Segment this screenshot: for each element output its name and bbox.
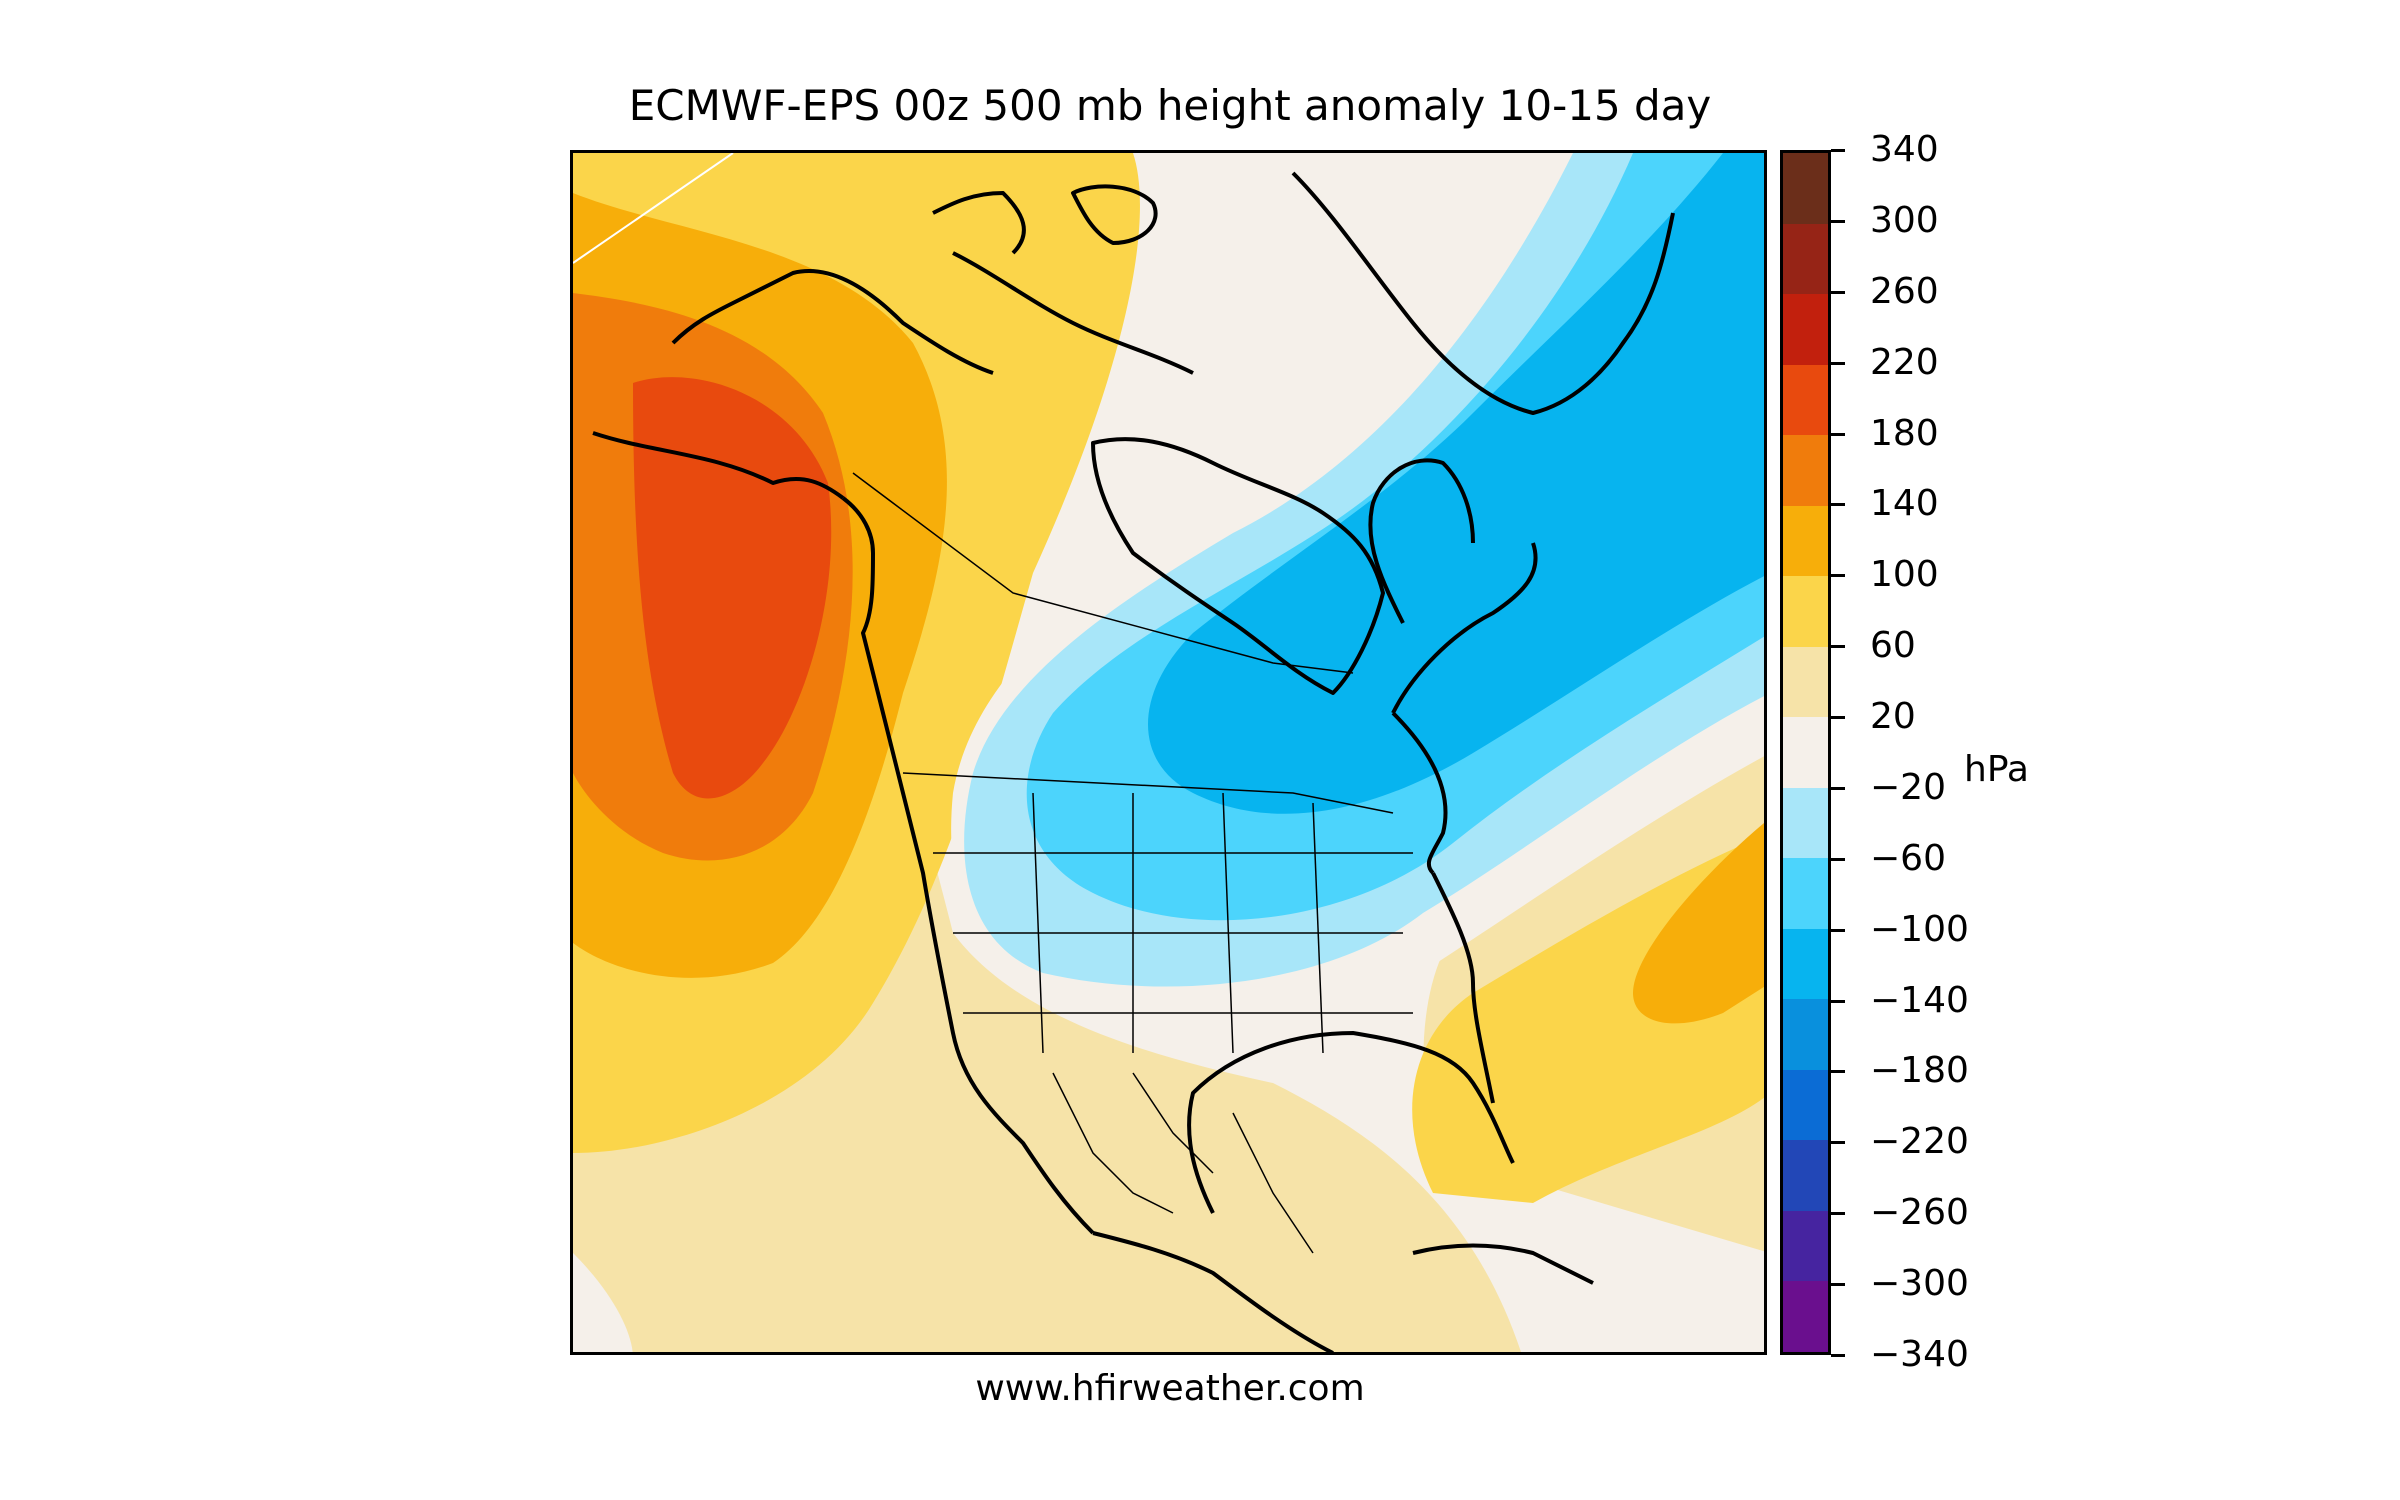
alaska-north-coast [671,269,994,375]
mexico-state-line-3 [1232,1112,1314,1254]
graticule-line [573,153,734,264]
map-panel[interactable] [570,150,1767,1355]
colorbar-tick-label: 340 [1870,129,1939,170]
ellesmere-island [1071,184,1158,245]
atlantic-coast-south [1431,872,1495,1104]
anomaly-map [573,153,1764,1352]
labrador-coast [1368,458,1475,624]
colorbar-tick-mark [1831,290,1845,294]
chart-title: ECMWF-EPS 00z 500 mb height anomaly 10-1… [628,81,1712,130]
gulf-coast [1187,1031,1515,1214]
colorbar-tick-mark [1831,361,1845,365]
atlantic-ridge-100 [1633,823,1764,1024]
colorbar-unit: hPa [1964,749,2029,790]
colorbar-tick-label: −260 [1870,1192,1969,1234]
colorbar-segment [1783,1281,1828,1352]
source-url[interactable]: www.hfirweather.com [975,1368,1365,1409]
state-line-7 [1312,802,1324,1054]
colorbar-tick-mark [1831,574,1845,578]
colorbar-segment [1783,1210,1828,1282]
anomaly-field-neutral-sw [573,1253,633,1352]
colorbar-tick-label: −100 [1870,908,1969,950]
us-canada-border [902,772,1394,814]
maritimes-coast [1391,542,1538,714]
colorbar [1780,150,1831,1355]
colorbar-segment [1783,435,1828,506]
colorbar-tick-mark [1831,857,1845,861]
caribbean-islands [1412,1243,1594,1285]
atlantic-coast-north [1391,711,1448,875]
colorbar-tick-label: −20 [1870,766,1946,808]
colorbar-segment [1783,928,1828,1000]
colorbar-segment [1783,787,1828,859]
alaska-peninsula-coast [592,431,845,500]
colorbar-tick-mark [1831,999,1845,1003]
greenland-coast [1291,171,1675,415]
arctic-archipelago-coast [952,251,1194,375]
colorbar-tick-mark [1831,432,1845,436]
hudson-bay-coast [1091,437,1385,695]
colorbar-segment [1783,717,1828,788]
colorbar-tick-label: 100 [1870,554,1939,596]
mexico-state-line-2 [1132,1072,1214,1174]
colorbar-tick-mark [1831,716,1845,720]
canada-province-line [852,472,1354,674]
colorbar-tick-mark [1831,149,1845,152]
colorbar-tick-mark [1831,503,1845,507]
colorbar-tick-label: 300 [1870,199,1939,241]
colorbar-tick-label: 60 [1870,625,1916,667]
colorbar-tick-mark [1831,1283,1845,1287]
colorbar-segment [1783,858,1828,929]
colorbar-tick-label: 180 [1870,412,1939,454]
colorbar-tick-label: 140 [1870,483,1939,525]
colorbar-tick-mark [1831,1354,1845,1357]
colorbar-segment [1783,294,1828,365]
political-boundaries [852,472,1413,1254]
mexico-state-line-1 [1052,1072,1174,1214]
colorbar-tick-label: −340 [1870,1334,1969,1375]
colorbar-tick-mark [1831,928,1845,932]
colorbar-segment [1783,1069,1828,1141]
colorbar-tick-label: −220 [1870,1121,1969,1163]
colorbar-segment [1783,153,1828,224]
state-line-6 [1222,792,1234,1054]
colorbar-tick-mark [1831,1070,1845,1074]
colorbar-tick-mark [1831,219,1845,223]
colorbar-tick-label: −180 [1870,1050,1969,1092]
colorbar-segment [1783,364,1828,436]
colorbar-tick-label: −60 [1870,837,1946,879]
colorbar-tick-mark [1831,786,1845,790]
colorbar-segment [1783,1140,1828,1211]
colorbar-tick-label: −300 [1870,1263,1969,1305]
colorbar-tick-label: −140 [1870,979,1969,1021]
banks-island [932,191,1026,255]
mexico-pacific-coast [1092,1231,1334,1352]
colorbar-segment [1783,646,1828,718]
pacific-coast [841,496,1095,1235]
colorbar-segment [1783,223,1828,295]
colorbar-tick-mark [1831,645,1845,649]
colorbar-segment [1783,505,1828,577]
colorbar-tick-mark [1831,1212,1845,1216]
colorbar-tick-label: 220 [1870,341,1939,383]
colorbar-segment [1783,576,1828,647]
colorbar-segment [1783,999,1828,1070]
coastlines [592,171,1675,1352]
colorbar-tick-label: 20 [1870,696,1916,738]
colorbar-tick-mark [1831,1141,1845,1145]
state-line-4 [1032,792,1044,1054]
colorbar-tick-label: 260 [1870,270,1939,312]
